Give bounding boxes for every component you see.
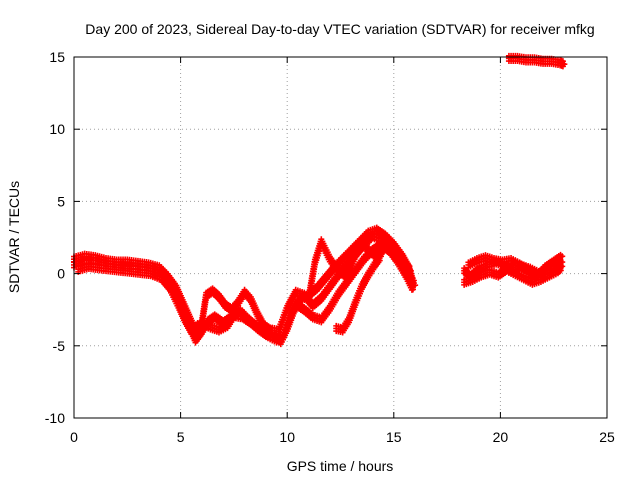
grid-layer <box>74 57 607 418</box>
x-tick-label: 20 <box>493 429 509 445</box>
data-point <box>408 281 415 288</box>
y-tick-label: 10 <box>49 121 65 137</box>
y-tick-label: -5 <box>53 338 66 354</box>
data-point <box>378 253 385 260</box>
y-tick-label: 5 <box>57 193 65 209</box>
x-tick-label: 10 <box>279 429 295 445</box>
x-tick-label: 0 <box>70 429 78 445</box>
data-point <box>409 286 416 293</box>
y-axis-label: SDTVAR / TECUs <box>6 181 22 293</box>
points-layer <box>71 52 568 348</box>
x-tick-label: 5 <box>177 429 185 445</box>
tick-layer: 0 5 10 15 20 25 -10 -5 0 5 10 15 <box>45 49 615 445</box>
data-point <box>559 58 566 65</box>
x-tick-label: 15 <box>386 429 402 445</box>
y-tick-label: 0 <box>57 266 65 282</box>
x-axis-label: GPS time / hours <box>287 458 394 474</box>
series-arc-9 <box>505 52 568 70</box>
series-arc-7 <box>461 262 566 288</box>
series-arc-8 <box>465 251 566 283</box>
y-tick-label: 15 <box>49 49 65 65</box>
data-point <box>406 263 413 270</box>
data-point <box>559 253 566 260</box>
data-point <box>407 267 414 274</box>
data-point <box>559 263 566 270</box>
x-tick-label: 25 <box>599 429 615 445</box>
data-point <box>561 61 568 68</box>
series-arc-4 <box>305 234 414 306</box>
plot-frame <box>73 56 608 419</box>
series-arc-5 <box>333 252 385 336</box>
y-tick-label: -10 <box>45 410 65 426</box>
chart-title: Day 200 of 2023, Sidereal Day-to-day VTE… <box>85 21 594 37</box>
